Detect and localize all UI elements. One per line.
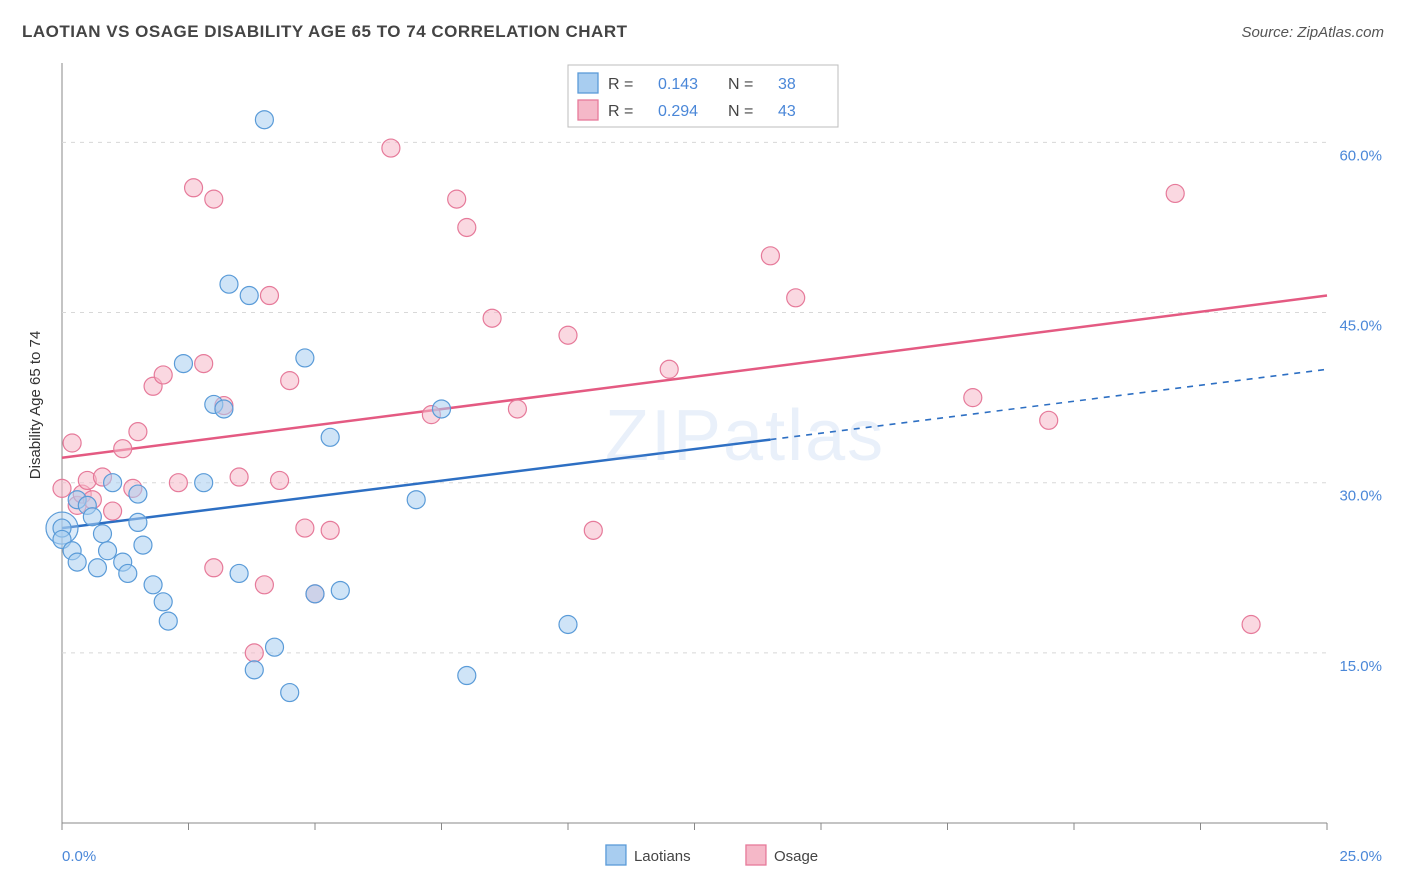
laotian-point: [88, 559, 106, 577]
laotian-point: [220, 275, 238, 293]
laotian-point: [215, 400, 233, 418]
osage-point: [964, 389, 982, 407]
osage-point: [483, 309, 501, 327]
stats-legend-n-val: 43: [778, 103, 796, 120]
laotian-point: [159, 612, 177, 630]
y-tick-label: 30.0%: [1339, 488, 1382, 505]
osage-point: [761, 247, 779, 265]
osage-point: [281, 372, 299, 390]
osage-point: [296, 519, 314, 537]
laotian-point: [119, 564, 137, 582]
osage-point: [205, 559, 223, 577]
osage-point: [559, 326, 577, 344]
laotian-point: [458, 667, 476, 685]
osage-point: [63, 434, 81, 452]
laotian-point: [240, 287, 258, 305]
osage-point: [508, 400, 526, 418]
stats-legend-r-val: 0.294: [658, 103, 698, 120]
osage-point: [230, 468, 248, 486]
series-legend-label: Laotians: [634, 848, 691, 865]
y-axis-label: Disability Age 65 to 74: [27, 331, 44, 479]
y-tick-label: 45.0%: [1339, 318, 1382, 335]
laotian-point: [331, 581, 349, 599]
laotian-point: [255, 111, 273, 129]
x-tick-label-max: 25.0%: [1339, 848, 1382, 865]
osage-point: [245, 644, 263, 662]
watermark: ZIPatlas: [605, 396, 885, 476]
osage-point: [1166, 184, 1184, 202]
laotian-point: [93, 525, 111, 543]
osage-point: [195, 355, 213, 373]
laotian-point: [559, 615, 577, 633]
osage-point: [271, 471, 289, 489]
source-label: Source: ZipAtlas.com: [1241, 24, 1384, 41]
osage-point: [255, 576, 273, 594]
laotian-point: [306, 585, 324, 603]
stats-legend-r-val: 0.143: [658, 76, 698, 93]
laotian-point: [129, 513, 147, 531]
stats-legend-n-label: N =: [728, 76, 753, 93]
stats-legend-n-label: N =: [728, 103, 753, 120]
laotian-point: [407, 491, 425, 509]
series-legend-swatch: [606, 845, 626, 865]
y-tick-label: 60.0%: [1339, 147, 1382, 164]
osage-point: [169, 474, 187, 492]
osage-point: [53, 479, 71, 497]
laotian-point: [104, 474, 122, 492]
series-legend-label: Osage: [774, 848, 818, 865]
osage-point: [1242, 615, 1260, 633]
chart-title: LAOTIAN VS OSAGE DISABILITY AGE 65 TO 74…: [22, 22, 628, 42]
osage-point: [1040, 411, 1058, 429]
laotian-point: [266, 638, 284, 656]
osage-point: [185, 179, 203, 197]
osage-point: [584, 521, 602, 539]
laotian-point: [174, 355, 192, 373]
osage-point: [129, 423, 147, 441]
osage-point: [260, 287, 278, 305]
osage-point: [448, 190, 466, 208]
osage-point: [114, 440, 132, 458]
x-tick-label-min: 0.0%: [62, 848, 96, 865]
osage-point: [458, 218, 476, 236]
laotian-point: [281, 684, 299, 702]
series-legend-swatch: [746, 845, 766, 865]
scatter-chart: 15.0% 30.0% 45.0% 60.0% 0.0% 25.0% Disability …: [22, 55, 1384, 870]
stats-legend-r-label: R =: [608, 103, 633, 120]
laotian-point: [129, 485, 147, 503]
laotian-point: [68, 553, 86, 571]
laotian-point: [144, 576, 162, 594]
stats-legend-swatch: [578, 73, 598, 93]
osage-point: [154, 366, 172, 384]
osage-point: [104, 502, 122, 520]
laotian-point: [134, 536, 152, 554]
osage-point: [382, 139, 400, 157]
laotian-point: [99, 542, 117, 560]
stats-legend-swatch: [578, 100, 598, 120]
laotian-point: [154, 593, 172, 611]
chart-container: 15.0% 30.0% 45.0% 60.0% 0.0% 25.0% Disability …: [22, 55, 1384, 870]
stats-legend-r-label: R =: [608, 76, 633, 93]
laotian-point: [433, 400, 451, 418]
stats-legend-n-val: 38: [778, 76, 796, 93]
laotian-point: [296, 349, 314, 367]
laotian-point: [321, 428, 339, 446]
laotian-point: [83, 508, 101, 526]
osage-point: [660, 360, 678, 378]
laotian-point: [245, 661, 263, 679]
laotian-point: [230, 564, 248, 582]
y-tick-label: 15.0%: [1339, 658, 1382, 675]
laotian-point: [195, 474, 213, 492]
osage-point: [787, 289, 805, 307]
osage-point: [321, 521, 339, 539]
osage-point: [205, 190, 223, 208]
